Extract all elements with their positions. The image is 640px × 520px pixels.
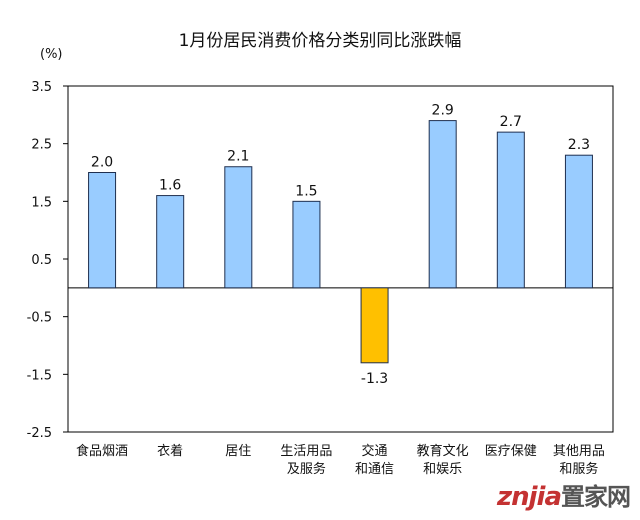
data-label: 1.6 [159, 178, 181, 194]
data-label: 1.5 [295, 183, 317, 199]
category-label: 和服务 [559, 461, 598, 477]
category-label: 其他用品 [553, 444, 605, 459]
category-label: 食品烟酒 [76, 443, 128, 459]
data-label: 2.0 [91, 155, 113, 171]
category-label: 交通 [362, 443, 388, 459]
bar [224, 166, 253, 289]
bar [360, 287, 389, 364]
bar [564, 154, 593, 289]
watermark-latin: znjia [496, 482, 562, 512]
category-label: 衣着 [157, 443, 183, 459]
y-tick-label: -1.5 [27, 368, 52, 383]
y-tick-label: -2.5 [27, 426, 52, 441]
y-tick-label: 3.5 [31, 80, 52, 95]
bar [496, 131, 525, 289]
bar [292, 200, 321, 289]
data-label: 2.3 [568, 137, 590, 153]
y-tick-label: 2.5 [31, 138, 52, 153]
y-tick-label: 1.5 [31, 195, 52, 210]
data-label: -1.3 [361, 371, 388, 387]
category-label: 及服务 [287, 461, 326, 477]
category-label: 居住 [225, 444, 251, 459]
category-label: 教育文化 [417, 443, 469, 459]
category-label: 医疗保健 [485, 444, 537, 459]
data-label: 2.1 [227, 149, 249, 165]
category-label: 和通信 [355, 462, 394, 477]
bar [88, 172, 117, 289]
bar [156, 195, 185, 289]
category-label: 和娱乐 [423, 462, 462, 477]
watermark-logo: znjia置家网 [496, 477, 631, 512]
y-tick-label: -0.5 [27, 311, 52, 326]
category-label: 生活用品 [280, 444, 332, 459]
data-label: 2.7 [500, 114, 522, 130]
data-label: 2.9 [432, 103, 454, 119]
plot-area [67, 85, 614, 433]
watermark-chinese: 置家网 [561, 483, 631, 511]
y-tick-label: 0.5 [31, 253, 52, 268]
chart-title: 1月份居民消费价格分类别同比涨跌幅 [178, 31, 462, 51]
bar [428, 120, 457, 289]
y-axis-unit-label: (%) [40, 47, 63, 62]
